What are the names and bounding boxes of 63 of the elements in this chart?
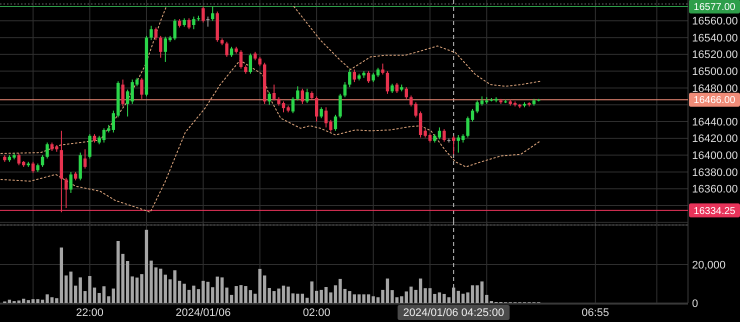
candlestick [121,79,124,107]
candlestick [187,18,191,30]
y-tick-label: 16440.00 [692,116,738,128]
candlestick [78,152,82,181]
candlestick [46,142,49,160]
candlestick [306,88,309,104]
candlestick [395,82,399,94]
x-tick-label: 2024/01/06 [176,307,231,319]
candlestick [258,56,262,67]
candlestick [320,106,323,119]
x-tick-label: 02:00 [302,307,330,319]
candlestick [300,88,304,104]
candlestick [268,92,271,106]
candlestick [442,128,446,142]
candlestick [272,84,276,102]
candlestick [381,63,384,76]
candlestick [352,68,356,83]
candlestick [69,171,72,194]
candlestick [64,177,68,209]
candlestick [386,70,390,94]
ref-line-label: 2024/01/06 04:25:00 [403,307,504,319]
candlestick [230,46,234,58]
y-tick-label: 16560.00 [692,16,738,28]
ref-line-label: 16466.00 [694,95,736,106]
candlestick [348,68,352,88]
y-tick-label: 20,000 [692,259,726,272]
y-tick-label: 16520.00 [692,49,738,62]
ref-line-label: 16334.25 [694,206,736,217]
candlestick [154,27,158,41]
candlestick [225,41,228,58]
candlestick [83,148,87,170]
candlestick [314,96,318,122]
y-tick-label: 16500.00 [692,66,738,78]
candlestick [452,135,456,155]
y-tick-label: 16400.00 [692,150,738,162]
x-tick-label: 06:55 [582,307,610,319]
candlestick [202,6,205,23]
candlestick [390,83,394,94]
y-tick-label: 0 [692,298,698,310]
y-tick-label: 16360.00 [692,184,738,196]
y-tick-label: 16420.00 [692,133,738,146]
candlestick [40,154,44,168]
candlestick [404,86,408,100]
y-tick-label: 16540.00 [692,32,738,44]
candlestick [150,25,153,41]
y-tick-label: 16480.00 [692,82,738,95]
candlestick [31,161,35,174]
ref-line-label: 16577.00 [694,2,736,14]
candlestick [296,86,300,102]
candlestick [88,134,92,160]
candlestick [140,77,144,100]
candlestick [334,114,338,132]
candlestick [366,70,370,84]
candlestick [248,53,252,74]
y-tick-label: 16380.00 [692,166,738,179]
candlestick [211,6,214,22]
candlestick [343,82,347,98]
candlestick [291,96,295,114]
x-tick-label: 22:00 [76,307,104,319]
candlestick [159,35,162,58]
candlestick [338,93,342,119]
candlestick [206,16,210,28]
candlestick [239,50,243,70]
